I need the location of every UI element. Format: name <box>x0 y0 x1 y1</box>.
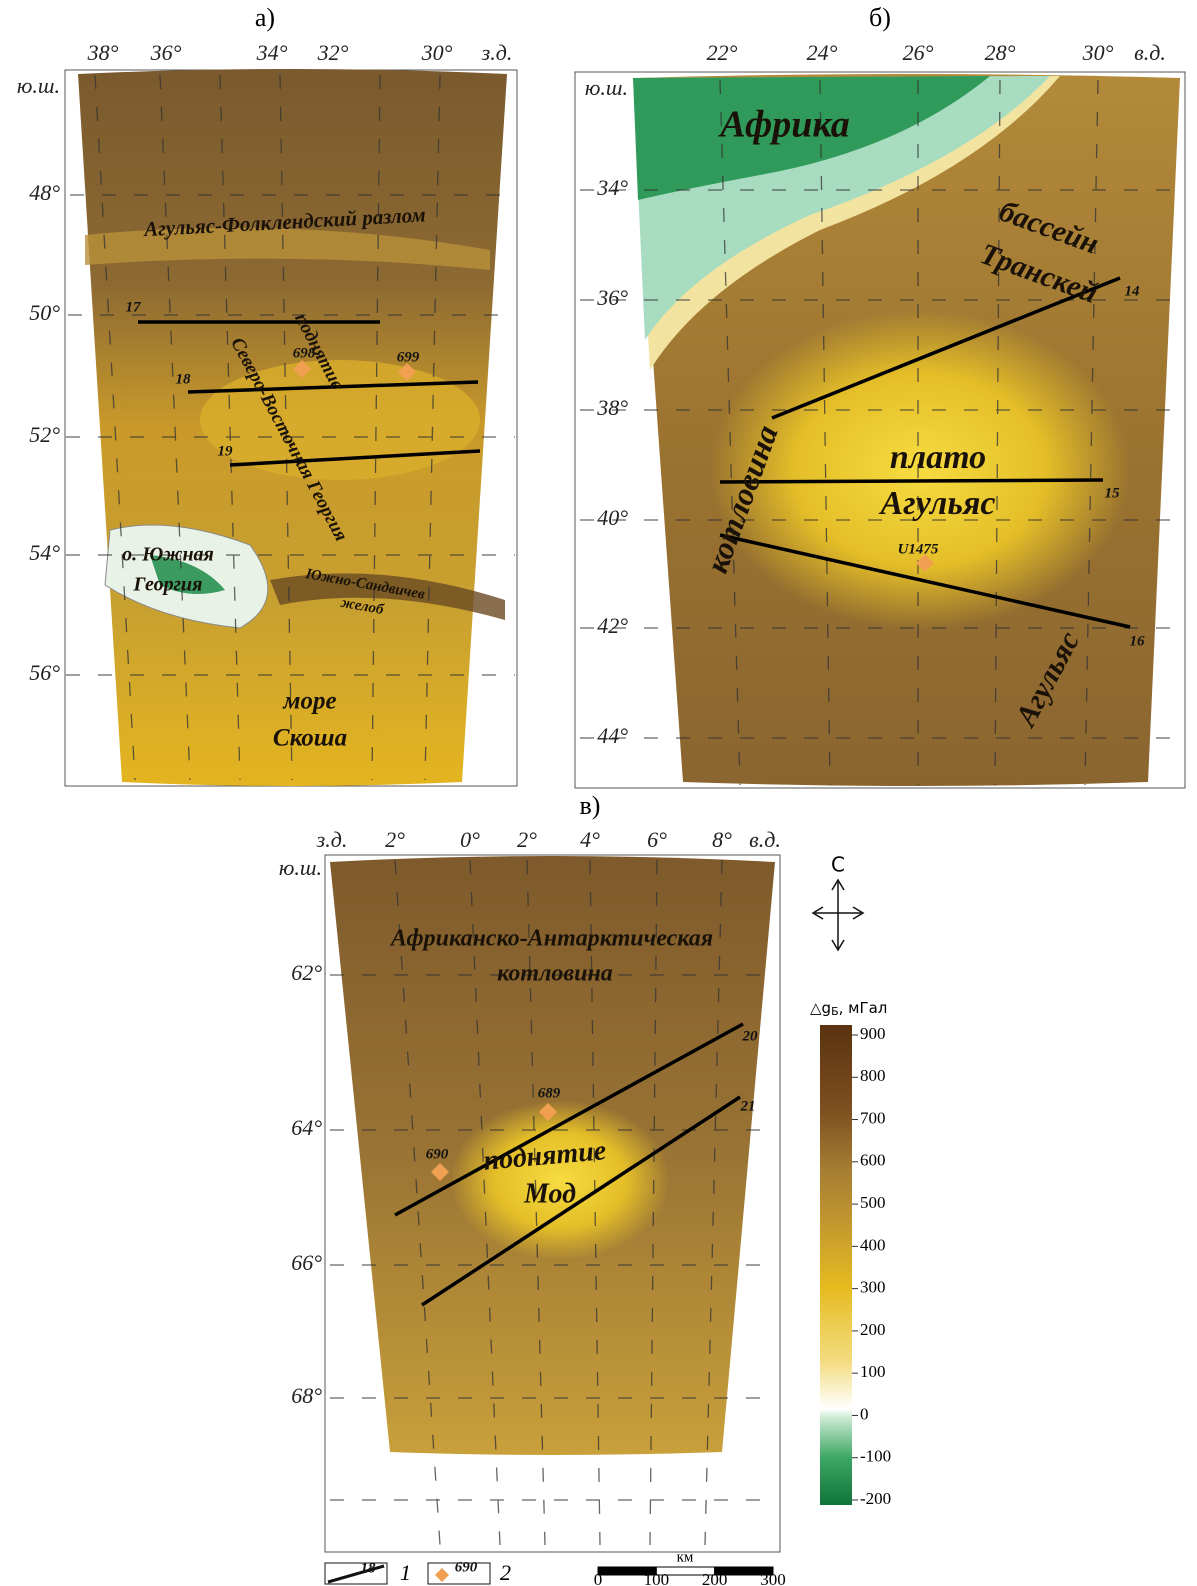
scale-unit: км <box>677 1549 694 1565</box>
lon-label: 34° <box>256 40 288 65</box>
figure: а) 38° 36° 34° 32° 30° з.д. ю.ш. 48° 50° 52° 54° 56°… <box>0 0 1197 1586</box>
compass-label: С <box>831 853 845 877</box>
colorbar-tick-label: 700 <box>860 1108 886 1127</box>
lon-label: 32° <box>317 40 349 65</box>
colorbar-tick-label: 400 <box>860 1235 886 1254</box>
lat-label: 34° <box>596 175 628 200</box>
lat-label: 62° <box>291 960 322 985</box>
lon-label: 8° <box>712 827 732 852</box>
lon-label: 24° <box>807 40 838 65</box>
place-name: Агульяс <box>879 485 996 522</box>
lon-label: 2° <box>385 827 405 852</box>
station-label: 699 <box>397 349 420 365</box>
scale-tick-label: 100 <box>644 1570 670 1586</box>
lon-label: в.д. <box>749 827 781 852</box>
lat-label: 66° <box>291 1250 322 1275</box>
lat-label: 56° <box>29 660 60 685</box>
lat-label: 38° <box>596 395 628 420</box>
lat-label: ю.ш. <box>279 855 322 880</box>
scale-tick-label: 200 <box>702 1570 728 1586</box>
colorbar-tick-label: 100 <box>860 1362 886 1381</box>
place-name: о. Южная <box>122 544 214 566</box>
lat-label: 40° <box>597 505 628 530</box>
colorbar-tick-label: 0 <box>860 1404 869 1423</box>
lon-label: 38° <box>87 40 119 65</box>
panel-label: б) <box>869 3 891 32</box>
place-name: Георгия <box>133 574 203 596</box>
colorbar-tick-label: 800 <box>860 1066 886 1085</box>
lon-label: 26° <box>903 40 934 65</box>
place-name: котловина <box>497 961 613 987</box>
profile-line <box>720 480 1103 482</box>
station-label: 689 <box>538 1085 561 1101</box>
colorbar-title: △gБ, мГал <box>810 999 887 1019</box>
lat-label: 64° <box>291 1115 322 1140</box>
profile-number: 17 <box>126 299 142 315</box>
profile-number: 18 <box>176 371 192 387</box>
colorbar-tick-label: -200 <box>860 1489 891 1508</box>
lon-label: 28° <box>985 40 1016 65</box>
lat-label: 52° <box>29 422 60 447</box>
colorbar-title-part: , мГал <box>839 999 888 1017</box>
colorbar-title-part: Б <box>831 1005 839 1018</box>
lon-label: 30° <box>1082 40 1114 65</box>
place-name: Мод <box>523 1178 576 1209</box>
legend-label: 2 <box>500 1560 511 1585</box>
lon-label: 0° <box>460 827 480 852</box>
station-label: U1475 <box>898 541 939 557</box>
scale-tick-label: 300 <box>760 1570 786 1586</box>
compass <box>813 880 863 950</box>
place-name: Скоша <box>273 725 347 752</box>
colorbar-title-part: △g <box>810 999 831 1017</box>
station-label: 690 <box>426 1146 449 1162</box>
profile-number: 15 <box>1105 485 1121 501</box>
legend-diamond <box>435 1568 449 1582</box>
lon-label: 36° <box>150 40 182 65</box>
colorbar-tick-label: 300 <box>860 1278 886 1297</box>
lon-label: 6° <box>647 827 667 852</box>
colorbar-tick-label: 600 <box>860 1151 886 1170</box>
profile-number: 14 <box>1125 283 1141 299</box>
colorbar-tick-label: -100 <box>860 1447 891 1466</box>
profile-number: 16 <box>1130 633 1146 649</box>
lat-label: 36° <box>596 285 628 310</box>
place-name: Африка <box>718 104 849 146</box>
profile-number: 20 <box>742 1028 759 1044</box>
legend-sample: 18 <box>361 1560 377 1576</box>
profile-number: 19 <box>218 443 234 459</box>
place-name: плато <box>890 439 986 476</box>
lat-label: 68° <box>291 1383 322 1408</box>
lon-label: 22° <box>707 40 738 65</box>
lon-label: з.д. <box>481 40 513 65</box>
lon-label: 30° <box>421 40 453 65</box>
scale-tick-label: 0 <box>594 1570 603 1586</box>
lat-label: 48° <box>29 180 60 205</box>
lat-label: ю.ш. <box>17 73 60 98</box>
lat-label: 44° <box>597 723 628 748</box>
lon-label: 4° <box>580 827 600 852</box>
lat-label: 54° <box>29 540 60 565</box>
panel-label: а) <box>255 3 275 32</box>
lon-label: з.д. <box>316 827 348 852</box>
place-name: Африканско-Антарктическая <box>389 926 713 952</box>
colorbar-tick-label: 900 <box>860 1024 886 1043</box>
lat-label: 42° <box>597 613 628 638</box>
panel-label: в) <box>580 791 601 820</box>
legend-label: 1 <box>400 1560 411 1585</box>
place-name: море <box>282 688 336 715</box>
legend-line <box>328 1566 384 1582</box>
profile-number: 21 <box>740 1098 756 1114</box>
colorbar <box>820 1025 852 1505</box>
lat-label: ю.ш. <box>585 75 628 100</box>
colorbar-tick-label: 200 <box>860 1320 886 1339</box>
legend-sample: 690 <box>455 1559 478 1575</box>
lon-label: 2° <box>517 827 537 852</box>
lat-label: 50° <box>29 300 60 325</box>
colorbar-tick-label: 500 <box>860 1193 886 1212</box>
lon-label: в.д. <box>1134 40 1166 65</box>
